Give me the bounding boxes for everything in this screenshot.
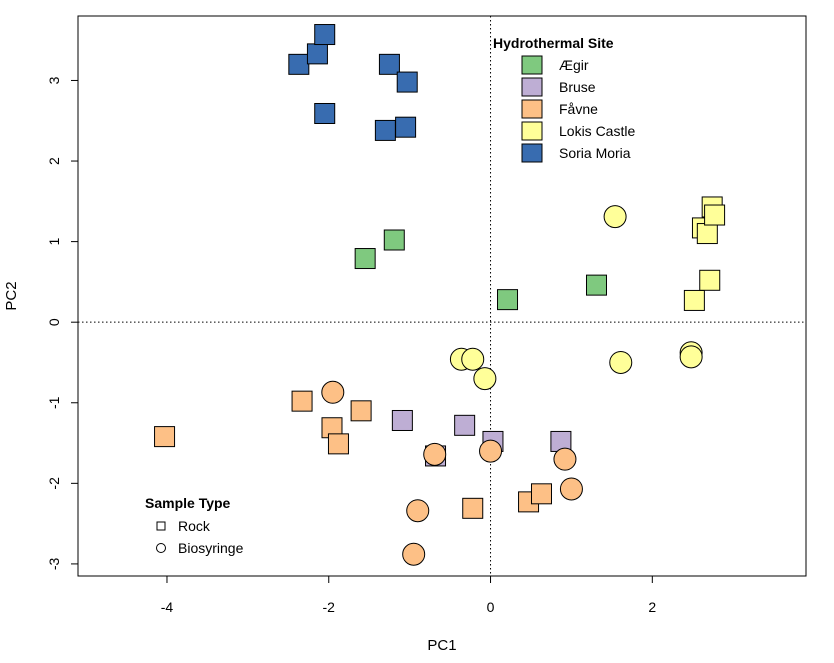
y-tick-label: -3 bbox=[46, 557, 62, 570]
y-axis: -3 -2 -1 0 1 2 3 bbox=[46, 76, 79, 570]
sample-type-legend-label: Rock bbox=[178, 518, 211, 534]
data-point bbox=[383, 229, 405, 251]
data-point bbox=[306, 43, 328, 65]
site-legend-label: Ægir bbox=[559, 57, 589, 73]
data-point bbox=[374, 119, 396, 141]
data-point bbox=[461, 347, 485, 371]
sample-type-legend: Sample Type Rock Biosyringe bbox=[145, 495, 244, 556]
data-point bbox=[314, 24, 336, 46]
x-tick-label: 0 bbox=[487, 599, 495, 615]
site-legend-label: Bruse bbox=[559, 79, 596, 95]
y-tick-label: 2 bbox=[46, 157, 62, 165]
data-point bbox=[683, 289, 705, 311]
y-tick-label: 1 bbox=[46, 238, 62, 246]
site-legend-swatch bbox=[521, 143, 543, 163]
data-point bbox=[350, 400, 372, 422]
data-point bbox=[396, 71, 418, 93]
data-point bbox=[154, 426, 176, 448]
site-legend-swatch bbox=[521, 121, 543, 141]
site-legend-label: Soria Moria bbox=[559, 145, 631, 161]
data-point bbox=[704, 204, 726, 226]
sample-type-legend-title: Sample Type bbox=[145, 495, 231, 511]
x-tick-label: -2 bbox=[323, 599, 336, 615]
data-point bbox=[679, 345, 703, 369]
data-point bbox=[454, 414, 476, 436]
data-point bbox=[395, 116, 417, 138]
x-axis: -4 -2 0 2 bbox=[161, 575, 656, 615]
y-tick-label: 3 bbox=[46, 76, 62, 84]
x-tick-label: 2 bbox=[648, 599, 656, 615]
data-point bbox=[479, 439, 503, 463]
y-tick-label: -1 bbox=[46, 396, 62, 409]
data-point bbox=[530, 483, 552, 505]
data-point bbox=[473, 367, 497, 391]
site-legend-label: Fåvne bbox=[559, 101, 598, 117]
data-point bbox=[391, 409, 413, 431]
data-point bbox=[423, 442, 447, 466]
site-legend-title: Hydrothermal Site bbox=[493, 35, 614, 51]
data-point bbox=[462, 497, 484, 519]
site-legend-label: Lokis Castle bbox=[559, 123, 635, 139]
data-point bbox=[378, 53, 400, 75]
sample-type-legend-symbol bbox=[156, 543, 166, 553]
x-tick-label: -4 bbox=[161, 599, 174, 615]
data-point bbox=[321, 380, 345, 404]
site-legend-swatch bbox=[521, 55, 543, 75]
data-point bbox=[406, 499, 430, 523]
y-axis-title: PC2 bbox=[3, 281, 20, 310]
data-point bbox=[291, 390, 313, 412]
y-tick-label: 0 bbox=[46, 318, 62, 326]
data-point bbox=[497, 289, 519, 311]
data-point bbox=[354, 248, 376, 270]
data-point bbox=[553, 447, 577, 471]
data-point bbox=[603, 205, 627, 229]
y-tick-label: -2 bbox=[46, 477, 62, 490]
data-point bbox=[288, 53, 310, 75]
sample-type-legend-symbol bbox=[156, 521, 166, 531]
site-legend-swatch bbox=[521, 77, 543, 97]
site-legend: Hydrothermal Site Ægir Bruse Fåvne Lokis Cas… bbox=[493, 35, 635, 163]
sample-type-legend-label: Biosyringe bbox=[178, 540, 244, 556]
reference-lines bbox=[78, 16, 806, 576]
site-legend-swatch bbox=[521, 99, 543, 119]
data-points bbox=[154, 24, 726, 566]
data-point bbox=[314, 102, 336, 124]
data-point bbox=[585, 274, 607, 296]
x-axis-title: PC1 bbox=[427, 637, 456, 654]
data-point bbox=[609, 350, 633, 374]
data-point bbox=[696, 223, 718, 245]
data-point bbox=[699, 269, 721, 291]
data-point bbox=[559, 477, 583, 501]
data-point bbox=[402, 542, 426, 566]
data-point bbox=[327, 433, 349, 455]
